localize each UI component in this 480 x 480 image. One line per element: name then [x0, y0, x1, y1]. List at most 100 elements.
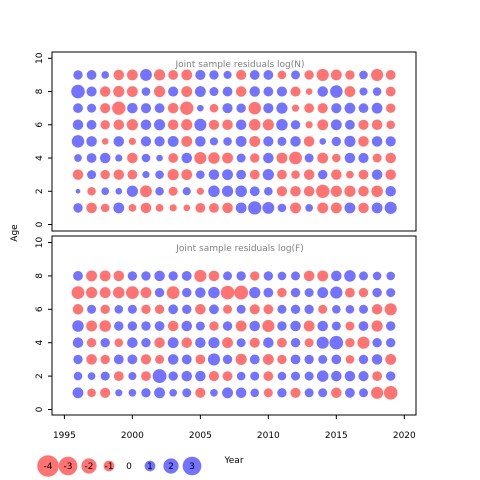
bubble	[140, 185, 152, 198]
bubble	[385, 353, 397, 365]
bubble	[303, 185, 315, 197]
bubble	[344, 202, 356, 214]
bubble	[223, 271, 233, 281]
bubble	[113, 119, 125, 131]
bubble	[208, 185, 220, 198]
bubble	[194, 118, 207, 131]
bubble	[209, 137, 219, 146]
bubble	[276, 152, 288, 164]
bubble	[195, 387, 206, 398]
bubble	[317, 119, 329, 131]
bubble	[358, 354, 369, 365]
bubble	[87, 103, 97, 113]
bubble	[168, 70, 179, 80]
bubble	[329, 335, 344, 350]
bubble	[304, 338, 314, 348]
bubble	[290, 202, 301, 214]
bubble	[316, 68, 329, 81]
bubble	[71, 84, 85, 99]
bubble	[140, 136, 152, 147]
bubble	[154, 387, 166, 399]
bubble	[86, 354, 97, 365]
bubble	[181, 271, 192, 281]
legend-label: 3	[189, 462, 195, 472]
bubble	[141, 388, 151, 398]
bubble	[72, 304, 84, 315]
bubble	[113, 270, 125, 282]
bubble	[305, 121, 313, 129]
bubble	[155, 186, 164, 196]
bubble	[263, 304, 274, 315]
bubble	[372, 337, 382, 348]
bubble	[317, 270, 329, 282]
bubble	[127, 337, 138, 348]
bubble	[263, 271, 274, 281]
bubble	[290, 136, 301, 147]
bubble	[86, 202, 97, 214]
legend-label: -4	[44, 462, 53, 472]
bubble	[128, 372, 137, 381]
bubble	[71, 135, 85, 148]
bubble	[100, 337, 110, 348]
bubble	[153, 85, 166, 98]
x-axis: 1995 2000 2005 2010 2015 2020	[53, 415, 416, 441]
bubble	[222, 321, 233, 331]
bubble	[222, 337, 233, 349]
bubble	[236, 304, 246, 314]
bubble	[126, 69, 138, 81]
bubble	[73, 354, 83, 365]
bubble	[168, 153, 179, 163]
bubble	[209, 87, 219, 97]
bubble	[222, 169, 233, 181]
bubble	[100, 354, 110, 365]
bubble	[236, 271, 246, 281]
bubble	[101, 187, 110, 196]
bubble	[371, 119, 383, 131]
bubble	[114, 321, 124, 331]
bubble	[236, 371, 246, 381]
bubble	[208, 119, 220, 130]
bubble	[168, 271, 178, 281]
bubble	[385, 152, 396, 164]
bubble	[195, 304, 206, 315]
bubble	[196, 170, 205, 179]
panel-log-n-frame	[51, 51, 417, 232]
bubble	[72, 337, 84, 348]
bubble	[317, 152, 329, 164]
bubble	[385, 136, 396, 147]
bubble	[235, 387, 247, 399]
bubble	[155, 170, 164, 179]
bubble	[263, 70, 274, 80]
bubble	[317, 86, 328, 97]
bubble	[168, 371, 178, 381]
bubble	[330, 286, 343, 299]
bubble	[304, 388, 314, 398]
bubble	[115, 389, 123, 397]
bubble	[169, 388, 178, 397]
bubble	[209, 202, 219, 213]
legend-bubble	[81, 458, 97, 474]
bubble	[154, 103, 165, 114]
bubble	[73, 70, 83, 80]
bubble	[346, 170, 354, 179]
bubble	[87, 186, 96, 196]
bubble	[183, 204, 191, 212]
bubble	[304, 371, 314, 381]
bubble	[197, 104, 204, 112]
bubble	[318, 388, 328, 398]
bubble	[303, 169, 315, 180]
bubble	[73, 203, 83, 213]
legend-label: 0	[126, 462, 132, 472]
bubble	[208, 270, 220, 282]
bubble	[182, 388, 192, 398]
bubble	[250, 271, 260, 281]
bubble	[277, 371, 287, 381]
y-tick-label: 0	[35, 406, 45, 412]
bubble	[101, 71, 110, 79]
bubble	[290, 120, 301, 130]
bubble	[153, 69, 166, 81]
panel-log-n: Joint sample residuals log(N) 0 2 4 6 8 10	[35, 51, 417, 232]
bubble	[277, 70, 287, 80]
bubble	[113, 286, 125, 299]
bubble	[291, 271, 301, 281]
